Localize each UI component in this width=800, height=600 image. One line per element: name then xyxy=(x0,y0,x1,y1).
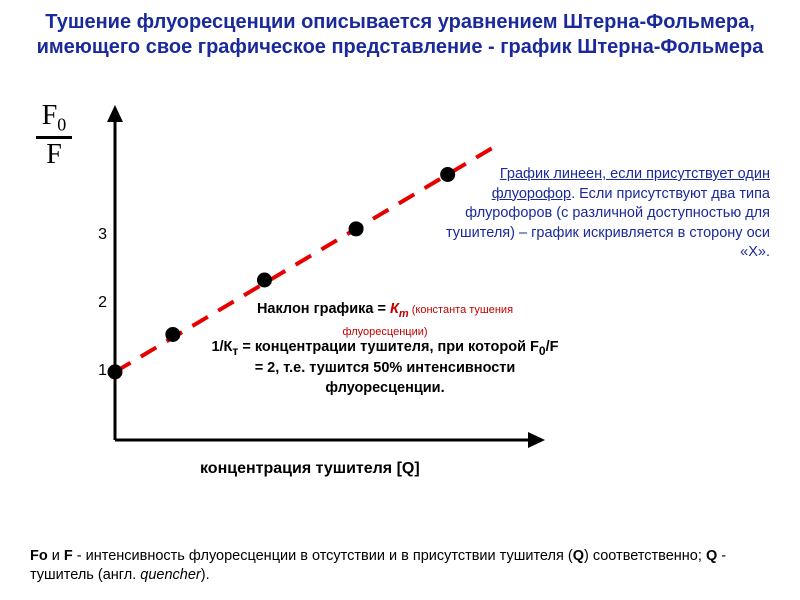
annotation-linear: График линеен, если присутствует один фл… xyxy=(430,165,770,263)
y-tick: 2 xyxy=(87,294,107,312)
annotation-slope: Наклон графика = Кт (константа тушения ф… xyxy=(220,300,550,341)
y-axis-label: F0 F xyxy=(36,100,72,171)
stern-volmer-plot xyxy=(80,100,550,470)
footer-text: Fo и F - интенсивность флуоресценции в о… xyxy=(30,547,780,586)
chart-area: F0 F График линеен, если присутствует од… xyxy=(30,100,770,510)
y-tick: 1 xyxy=(87,362,107,380)
x-axis-label: концентрация тушителя [Q] xyxy=(200,460,420,478)
annotation-kt: 1/Кт = концентрации тушителя, при которо… xyxy=(210,338,560,398)
slide-title: Тушение флуоресценции описывается уравне… xyxy=(0,0,800,60)
y-tick: 3 xyxy=(87,226,107,244)
